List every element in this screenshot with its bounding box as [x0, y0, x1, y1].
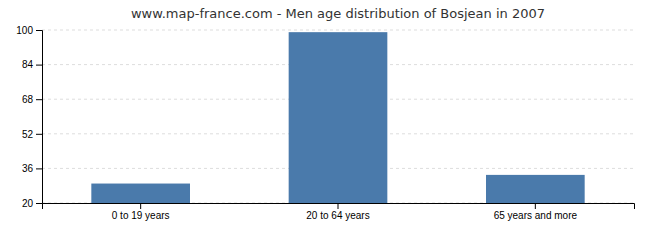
- tick: 20 to 64 years: [306, 203, 369, 221]
- y-axis: 20 36 52 68 84 100: [16, 25, 42, 209]
- tick-mark: [535, 203, 536, 209]
- bars: [91, 32, 584, 203]
- bar: [289, 32, 388, 203]
- tick: 84: [22, 59, 42, 70]
- tick-mark: [36, 30, 42, 31]
- axis-line: [36, 31, 43, 204]
- tick-label: 0 to 19 years: [112, 210, 170, 221]
- tick: 20: [22, 198, 42, 209]
- tick-mark: [338, 203, 339, 209]
- tick-label: 20 to 64 years: [306, 210, 369, 221]
- tick: 100: [16, 25, 42, 36]
- tick: 52: [22, 129, 42, 140]
- tick-mark: [36, 203, 42, 204]
- tick: 68: [22, 94, 42, 105]
- bar: [486, 175, 585, 203]
- tick: 36: [22, 163, 42, 174]
- axis-line: [43, 204, 635, 210]
- tick-label: 65 years and more: [494, 210, 578, 221]
- tick-mark: [36, 168, 42, 169]
- tick: 65 years and more: [494, 203, 578, 221]
- tick-label: 84: [22, 59, 34, 70]
- grid: [42, 30, 634, 203]
- x-axis: 0 to 19 years 20 to 64 years 65 years and …: [43, 203, 635, 221]
- chart-container: 20 36 52 68 84 100 0 to 19 years 20 to 64 years…: [0, 0, 650, 229]
- plot-area: 20 36 52 68 84 100 0 to 19 years 20 to 64 years…: [16, 25, 634, 221]
- tick-label: 52: [22, 129, 34, 140]
- tick-label: 68: [22, 94, 34, 105]
- tick-mark: [36, 99, 42, 100]
- bar: [91, 184, 190, 203]
- tick-label: 100: [16, 25, 33, 36]
- title: www.map-france.com - Men age distributio…: [131, 6, 545, 21]
- tick-mark: [140, 203, 141, 209]
- tick-mark: [36, 65, 42, 66]
- tick-mark: [36, 134, 42, 135]
- tick-label: 20: [22, 198, 34, 209]
- chart-svg: 20 36 52 68 84 100 0 to 19 years 20 to 64 years…: [0, 0, 650, 229]
- grid-line: [42, 30, 634, 31]
- tick-label: 36: [22, 163, 34, 174]
- tick: 0 to 19 years: [112, 203, 170, 221]
